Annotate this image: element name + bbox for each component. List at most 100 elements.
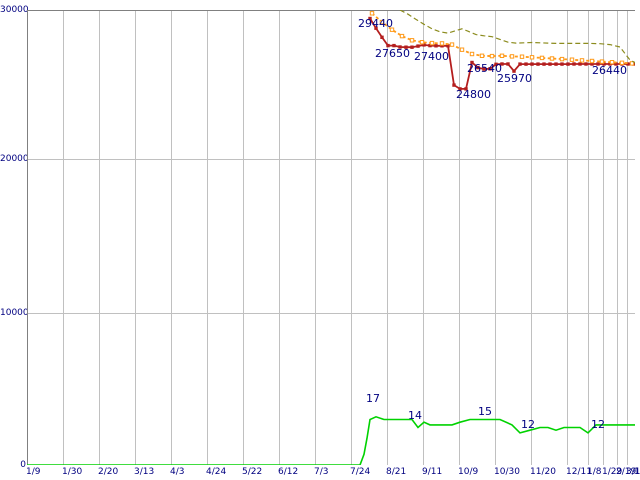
series-marker xyxy=(368,16,372,21)
series-marker xyxy=(428,43,432,48)
series-marker xyxy=(404,45,408,49)
series-marker xyxy=(369,11,375,16)
series-marker xyxy=(476,65,480,70)
x-tick-label: 2/19 xyxy=(616,467,637,477)
series-marker xyxy=(590,62,594,66)
plot-area xyxy=(27,10,635,465)
data-value-label: 17 xyxy=(366,392,380,405)
series-marker xyxy=(560,62,564,66)
data-value-label: 12 xyxy=(591,418,605,431)
series-marker xyxy=(452,83,456,87)
x-tick-label: 10/9 xyxy=(458,467,479,477)
series-marker xyxy=(506,62,510,66)
series-marker xyxy=(434,44,438,48)
data-value-label: 27400 xyxy=(414,50,449,63)
series-marker xyxy=(596,62,600,66)
series-marker xyxy=(530,62,534,66)
axis-lines xyxy=(27,10,635,465)
series-marker xyxy=(529,55,535,60)
series-line xyxy=(27,415,635,465)
series-line xyxy=(399,10,635,64)
series-marker xyxy=(489,53,495,59)
data-value-label: 14 xyxy=(408,409,422,422)
series-marker xyxy=(549,56,555,61)
series-marker xyxy=(609,60,615,65)
x-tick-label: 3/13 xyxy=(134,467,155,477)
data-value-label: 26440 xyxy=(592,64,627,77)
series-marker xyxy=(579,58,585,63)
series-marker xyxy=(446,44,450,48)
series-marker xyxy=(469,51,475,57)
data-value-label: 12 xyxy=(521,418,535,431)
x-tick-label: 1/8 xyxy=(587,467,602,477)
data-value-label: 24800 xyxy=(456,88,491,101)
series-marker xyxy=(566,62,570,66)
data-value-label: 27650 xyxy=(375,47,410,60)
series-marker xyxy=(539,55,545,61)
series-marker xyxy=(398,45,402,49)
x-tick-label: 8/21 xyxy=(386,467,407,477)
y-tick-label: 30000 xyxy=(0,5,29,15)
x-tick-label: 1/30 xyxy=(62,467,83,477)
series-marker xyxy=(470,60,474,65)
series-marker xyxy=(500,62,504,66)
series-price-mid-band xyxy=(369,11,635,66)
series-marker xyxy=(410,45,414,49)
series-marker xyxy=(409,38,415,43)
series-marker xyxy=(614,62,618,66)
series-marker xyxy=(619,60,625,65)
series-marker xyxy=(439,41,445,46)
x-tick-label: 12/11 xyxy=(566,467,592,477)
x-tick-label: 11/20 xyxy=(530,467,556,477)
series-marker xyxy=(578,62,582,66)
series-marker xyxy=(429,40,435,46)
series-marker xyxy=(602,62,606,66)
x-tick-label: 5/22 xyxy=(242,467,263,477)
series-marker xyxy=(509,54,515,59)
series-marker xyxy=(374,26,378,30)
series-line xyxy=(371,12,633,65)
x-tick-label: 7/3 xyxy=(314,467,329,477)
series-marker xyxy=(524,62,528,66)
x-tick-label: 2/20 xyxy=(98,467,119,477)
series-marker xyxy=(458,87,462,91)
series-marker xyxy=(380,35,384,39)
series-marker xyxy=(536,62,540,66)
series-marker xyxy=(482,67,486,71)
series-marker xyxy=(542,62,546,66)
series-layer xyxy=(27,10,635,465)
series-marker xyxy=(569,57,575,62)
series-marker xyxy=(459,47,465,52)
series-marker xyxy=(379,19,385,25)
series-marker xyxy=(416,44,420,48)
series-marker xyxy=(386,43,390,48)
series-marker xyxy=(548,62,552,66)
data-value-label: 15 xyxy=(478,405,492,418)
series-marker xyxy=(449,42,455,47)
x-tick-label: 4/3 xyxy=(170,467,185,477)
series-marker xyxy=(479,53,485,58)
data-value-label: 25970 xyxy=(497,72,532,85)
series-marker xyxy=(572,62,576,66)
series-marker xyxy=(399,33,405,39)
series-marker xyxy=(589,58,595,64)
series-marker xyxy=(440,44,444,48)
series-marker xyxy=(519,54,525,59)
x-tick-label: 19 xyxy=(634,467,640,477)
series-marker xyxy=(499,53,505,58)
series-marker xyxy=(599,59,605,64)
y-tick-label: 20000 xyxy=(0,154,29,164)
x-tick-label: 6/12 xyxy=(278,467,299,477)
x-tick-label: 3/12 xyxy=(626,467,640,477)
x-tick-label: 1/9 xyxy=(26,467,41,477)
series-marker xyxy=(389,27,395,32)
x-tick-label: 9/11 xyxy=(422,467,443,477)
series-marker xyxy=(422,43,426,47)
y-tick-label: 10000 xyxy=(0,308,29,318)
x-tick-label: 4/24 xyxy=(206,467,227,477)
series-marker xyxy=(626,62,630,66)
series-volume-count xyxy=(27,415,635,465)
gridlines xyxy=(27,10,635,465)
series-price-upper-band xyxy=(399,10,635,64)
